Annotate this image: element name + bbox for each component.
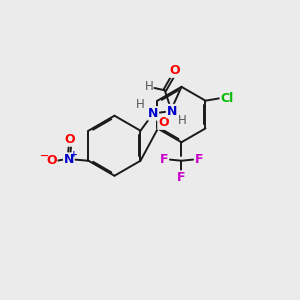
Text: O: O	[46, 154, 57, 167]
Text: −: −	[40, 151, 49, 161]
Text: F: F	[177, 171, 186, 184]
Text: F: F	[160, 153, 168, 166]
Text: O: O	[158, 116, 169, 129]
Text: N: N	[148, 107, 158, 120]
Text: H: H	[136, 98, 145, 111]
Text: Cl: Cl	[220, 92, 234, 105]
Text: +: +	[70, 151, 78, 160]
Text: F: F	[194, 153, 203, 166]
Text: H: H	[146, 80, 154, 93]
Text: N: N	[167, 105, 177, 118]
Text: O: O	[65, 133, 75, 146]
Text: N: N	[64, 153, 74, 166]
Text: H: H	[178, 114, 186, 127]
Text: O: O	[170, 64, 180, 77]
